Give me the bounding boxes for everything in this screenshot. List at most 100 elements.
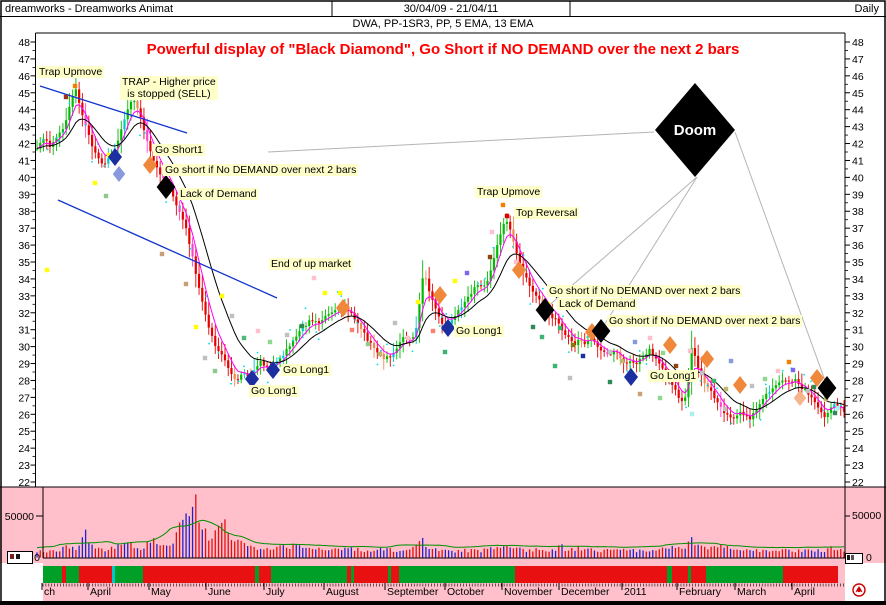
price-tick-label: 29 xyxy=(852,359,864,371)
signal-square xyxy=(452,278,458,284)
annotation-no-demand-2: Go short if No DEMAND over next 2 bars xyxy=(547,285,743,297)
price-tick-label: 30 xyxy=(18,342,30,354)
signal-square xyxy=(607,349,613,355)
volume-tick-label: 0 xyxy=(34,552,40,564)
signal-square xyxy=(728,358,734,364)
signal-square xyxy=(660,350,666,356)
annotation-trap-higher-price: TRAP - Higher price is stopped (SELL) xyxy=(120,76,218,100)
black-diamond-marker xyxy=(817,376,837,400)
annotation-trap-upmove-2: Trap Upmove xyxy=(475,186,543,198)
signal-square xyxy=(92,180,98,186)
signal-square xyxy=(699,370,705,376)
price-tick-label: 25 xyxy=(18,426,30,438)
signal-square xyxy=(193,324,199,330)
diamond-marker xyxy=(265,361,281,379)
signal-square xyxy=(103,193,109,199)
doom-label: Doom xyxy=(674,122,717,139)
volume-series xyxy=(36,494,845,558)
diamond-marker xyxy=(440,319,456,337)
price-tick-label: 47 xyxy=(18,54,30,66)
signal-square xyxy=(835,405,841,411)
volume-tick-label: 50000 xyxy=(5,511,34,523)
signal-square xyxy=(530,324,536,330)
widget-swatch xyxy=(10,554,14,559)
price-tick-label: 28 xyxy=(18,375,30,387)
ema13-line xyxy=(36,118,845,411)
month-label: ch xyxy=(44,586,55,598)
ema5-line xyxy=(36,104,845,417)
widget-swatch xyxy=(847,555,850,560)
price-tick-label: 32 xyxy=(18,308,30,320)
price-tick-label: 44 xyxy=(852,105,864,117)
price-tick-label: 31 xyxy=(852,325,864,337)
price-tick-label: 45 xyxy=(852,88,864,100)
annotation-go-long1-a: Go Long1 xyxy=(281,364,332,376)
diamond-marker xyxy=(335,299,351,317)
diamond-marker xyxy=(732,376,748,394)
month-label: September xyxy=(387,586,439,598)
month-label: April xyxy=(90,586,111,598)
doom-diamond: Doom xyxy=(655,83,735,177)
signal-square xyxy=(267,339,273,345)
month-label: October xyxy=(447,586,485,598)
price-tick-label: 27 xyxy=(852,392,864,404)
price-tick-label: 43 xyxy=(18,122,30,134)
signal-square xyxy=(311,275,317,281)
signal-square xyxy=(106,152,112,158)
signal-square xyxy=(749,383,755,389)
signal-square xyxy=(405,335,411,341)
signal-square xyxy=(255,328,261,334)
signal-square xyxy=(183,281,189,287)
signal-square xyxy=(823,396,829,402)
signal-square xyxy=(442,349,448,355)
signal-square xyxy=(552,363,558,369)
price-tick-label: 41 xyxy=(18,155,30,167)
instrument-title: dreamworks - Dreamworks Animat xyxy=(5,3,174,15)
price-tick-label: 39 xyxy=(852,189,864,201)
month-label: December xyxy=(561,586,610,598)
annotation-lack-of-demand-2: Lack of Demand xyxy=(557,298,638,310)
price-tick-label: 35 xyxy=(852,257,864,269)
month-tick-comb xyxy=(41,583,844,590)
diamond-marker xyxy=(107,148,123,166)
signal-square xyxy=(44,267,50,273)
price-tick-label: 40 xyxy=(18,172,30,184)
price-tick-label: 42 xyxy=(852,139,864,151)
price-tick-label: 22 xyxy=(852,477,864,489)
month-label: 2011 xyxy=(624,586,647,598)
volume-ma-line xyxy=(36,519,845,549)
price-tick-label: 38 xyxy=(18,206,30,218)
chart-title-banner: Powerful display of "Black Diamond", Go … xyxy=(146,41,740,58)
month-label: June xyxy=(208,586,231,598)
diamond-marker xyxy=(623,368,639,386)
signal-square xyxy=(647,335,653,341)
volume-tick-label: 50000 xyxy=(852,510,881,522)
price-tick-label: 37 xyxy=(852,223,864,235)
month-label: July xyxy=(266,586,285,598)
price-tick-label: 47 xyxy=(852,54,864,66)
signal-diamonds xyxy=(107,148,837,406)
month-axis-labels: ch April May June July August September October… xyxy=(44,586,815,598)
price-tick-label: 28 xyxy=(852,375,864,387)
annotation-no-demand-1: Go short if No DEMAND over next 2 bars xyxy=(163,164,359,176)
price-tick-label: 48 xyxy=(18,37,30,49)
signal-square xyxy=(513,259,519,265)
volume-scroll-widget-left[interactable] xyxy=(7,551,33,564)
price-tick-label: 32 xyxy=(852,308,864,320)
signal-square xyxy=(723,386,729,392)
signal-square xyxy=(790,367,796,373)
price-tick-label: 37 xyxy=(18,223,30,235)
signal-square xyxy=(632,339,638,345)
annotation-lack-of-demand-1: Lack of Demand xyxy=(178,188,259,200)
price-tick-label: 41 xyxy=(852,155,864,167)
signal-square xyxy=(711,378,717,384)
price-tick-label: 42 xyxy=(18,139,30,151)
month-label: April xyxy=(794,586,815,598)
signal-square xyxy=(504,213,510,219)
candlestick-series xyxy=(35,78,846,429)
diamond-marker xyxy=(699,350,715,368)
signal-square xyxy=(722,406,728,412)
volume-scroll-widget-right[interactable] xyxy=(845,553,863,564)
indicator-legend: DWA, PP-1SR3, PP, 5 EMA, 13 EMA xyxy=(352,18,534,30)
